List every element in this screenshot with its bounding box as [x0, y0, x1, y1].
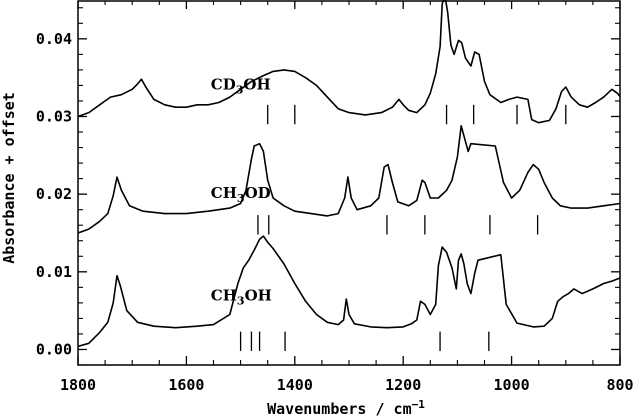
- x-tick-label: 800: [606, 376, 633, 394]
- y-tick-label: 0.00: [36, 340, 72, 358]
- x-axis-label: Wavenumbers / cm−1: [267, 398, 425, 418]
- band-markers: [239, 104, 567, 352]
- x-axis-ticks: 1800 1600 1400 1200 1000 800: [60, 1, 634, 394]
- y-axis-ticks: 0.00 0.01 0.02 0.03 0.04: [36, 7, 620, 366]
- spectra-curves: [77, 0, 621, 348]
- series-line-ch3od: [77, 125, 621, 234]
- y-tick-label: 0.01: [36, 263, 72, 281]
- series-labels: CH3OH CH3OD CD3OH: [211, 75, 272, 307]
- x-tick-label: 1000: [494, 376, 530, 394]
- x-tick-label: 1800: [60, 376, 96, 394]
- y-axis-label: Absorbance + offset: [0, 92, 18, 264]
- x-tick-label: 1200: [385, 376, 421, 394]
- series-line-cd3oh: [77, 0, 621, 124]
- series-label-ch3od: CH3OD: [211, 184, 271, 205]
- y-tick-label: 0.02: [36, 185, 72, 203]
- x-tick-label: 1400: [277, 376, 313, 394]
- series-line-ch3oh: [77, 235, 621, 348]
- series-label-ch3oh: CH3OH: [211, 287, 272, 308]
- y-tick-label: 0.04: [36, 30, 72, 48]
- series-label-cd3oh: CD3OH: [211, 75, 271, 96]
- y-tick-label: 0.03: [36, 107, 72, 125]
- x-tick-label: 1600: [168, 376, 204, 394]
